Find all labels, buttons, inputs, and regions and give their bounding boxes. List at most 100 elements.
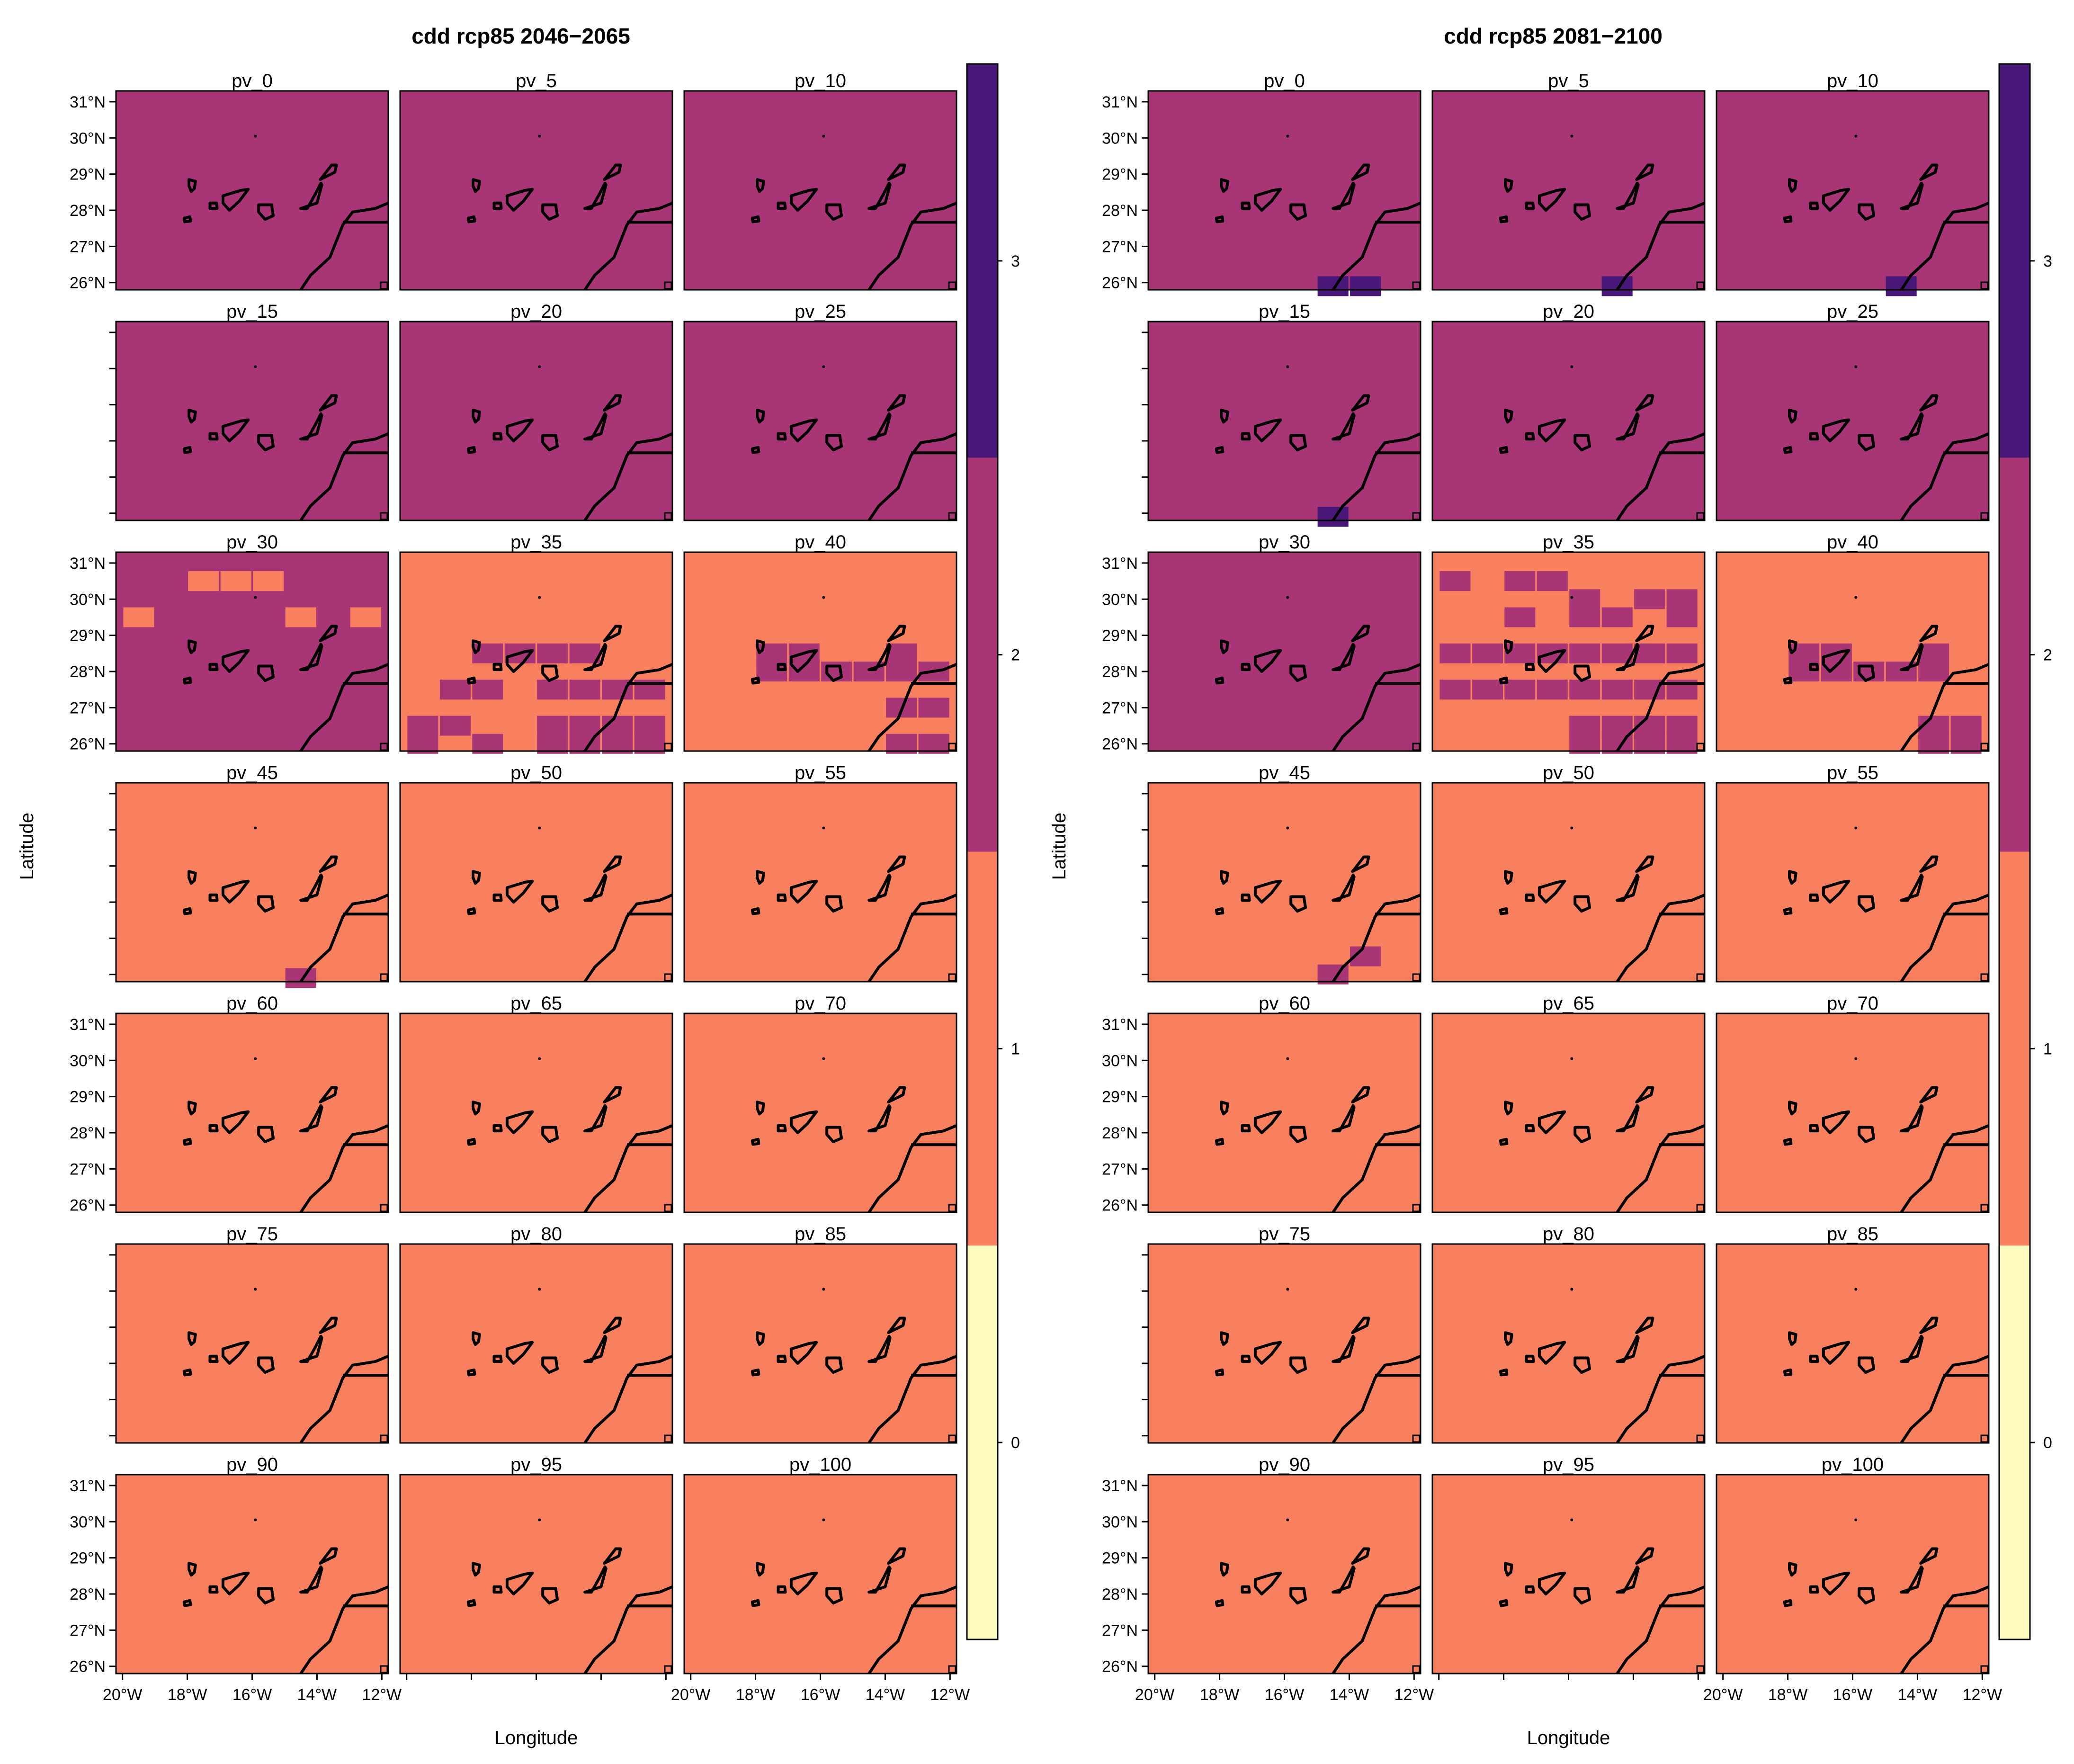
panel-background: [1432, 322, 1705, 520]
corner-marker: [380, 973, 388, 982]
africa-coastline: [583, 893, 673, 983]
grid-cell: [886, 662, 917, 681]
island-outline: [1919, 1547, 1939, 1565]
island-outline: [1858, 664, 1875, 682]
panel-frame: [1716, 782, 1990, 983]
island-outline: [299, 873, 323, 902]
island-outline: [188, 1101, 197, 1116]
africa-coastline: [867, 893, 957, 983]
island-outline: [492, 1585, 503, 1594]
africa-coastline: [583, 432, 673, 521]
islet-dot: [538, 134, 541, 138]
panel: pv_65: [1431, 993, 1706, 1213]
island-outline: [1900, 643, 1924, 672]
panel-label: pv_60: [226, 993, 278, 1014]
island-outline: [1504, 639, 1513, 654]
corner-marker: [1696, 1434, 1705, 1443]
island-outline: [756, 1101, 765, 1116]
panel-label: pv_75: [1259, 1224, 1310, 1245]
grid-cell: [1601, 276, 1633, 296]
africa-coastline: [299, 663, 389, 752]
panel-label: pv_100: [1822, 1454, 1884, 1475]
island-outline: [466, 676, 476, 685]
island-outline: [188, 409, 197, 424]
island-outline: [1900, 1565, 1924, 1594]
africa-coastline: [867, 1124, 957, 1213]
grid-cell: [918, 698, 949, 718]
y-tick-label: 28°N: [1102, 1585, 1138, 1603]
x-axis-label: Longitude: [1527, 1728, 1610, 1748]
grid-cell: [350, 607, 381, 627]
island-outline: [299, 181, 323, 210]
africa-coastline: [1900, 1585, 1990, 1674]
corner-marker: [380, 1204, 388, 1212]
africa-coastline: [583, 1585, 673, 1674]
panel: pv_95: [399, 1454, 673, 1680]
island-outline: [887, 1547, 906, 1565]
island-outline: [541, 1126, 559, 1144]
panel: pv_70: [1716, 993, 1990, 1213]
panel: pv_85: [1716, 1224, 1990, 1444]
panel-background: [684, 91, 957, 290]
island-outline: [472, 870, 481, 885]
panel-frame: [399, 90, 673, 291]
y-tick-label: 29°N: [70, 166, 106, 184]
panel-frame: [1147, 321, 1421, 521]
africa-coastline: [1332, 201, 1421, 291]
island-outline: [1220, 178, 1229, 193]
africa-coastline: [1332, 1354, 1421, 1444]
x-tick-label: 18°W: [1200, 1686, 1240, 1704]
panel: pv_0 31°N 30°N 29°N 28°N 27°N 26°N: [70, 71, 389, 292]
island-outline: [1919, 163, 1939, 181]
island-outline: [319, 1316, 338, 1334]
island-outline: [1525, 1585, 1535, 1594]
island-outline: [1525, 663, 1535, 672]
island-outline: [1919, 855, 1939, 873]
y-tick-label: 26°N: [1102, 274, 1138, 292]
island-outline: [825, 203, 843, 221]
islet-dot: [1570, 1288, 1573, 1291]
grid-cell: [1666, 716, 1698, 736]
island-outline: [825, 1126, 843, 1144]
panel-frame: [1431, 1243, 1706, 1444]
grid-cell: [439, 680, 471, 700]
islet-dot: [1854, 365, 1858, 368]
corner-marker: [664, 1665, 672, 1674]
island-outline: [1289, 434, 1307, 452]
island-outline: [1919, 394, 1939, 412]
panel: pv_40: [683, 532, 957, 754]
y-tick-label: 30°N: [70, 129, 106, 147]
island-outline: [1822, 649, 1851, 673]
island-outline: [583, 1565, 608, 1594]
island-outline: [1900, 873, 1924, 902]
island-outline: [867, 412, 892, 441]
island-outline: [1538, 1110, 1566, 1134]
panel: pv_70: [683, 993, 957, 1213]
colorbar-frame: [1998, 63, 2031, 1640]
island-outline: [299, 643, 323, 672]
panel-frame: [1431, 90, 1706, 291]
panel-label: pv_25: [1827, 301, 1878, 322]
island-outline: [505, 1110, 534, 1134]
panel: pv_80: [399, 1224, 673, 1444]
x-tick-label: 12°W: [1963, 1686, 2002, 1704]
corner-marker: [948, 512, 957, 520]
islet-dot: [1570, 1518, 1573, 1522]
island-outline: [1635, 855, 1654, 873]
island-outline: [1858, 895, 1875, 913]
x-tick-label: 12°W: [362, 1686, 402, 1704]
island-outline: [1351, 1086, 1370, 1104]
panel: pv_95: [1431, 1454, 1706, 1680]
islet-dot: [1854, 1057, 1858, 1060]
island-outline: [1241, 663, 1251, 672]
panel: pv_15: [109, 301, 389, 521]
island-outline: [1900, 1334, 1924, 1363]
corner-marker: [664, 743, 672, 751]
island-outline: [182, 215, 192, 224]
island-outline: [1332, 1104, 1356, 1133]
panel-label: pv_5: [1548, 71, 1589, 91]
grid-cell: [569, 680, 600, 700]
africa-coastline: [867, 1585, 957, 1674]
island-outline: [257, 1356, 275, 1374]
panel-frame: [1716, 551, 1990, 752]
